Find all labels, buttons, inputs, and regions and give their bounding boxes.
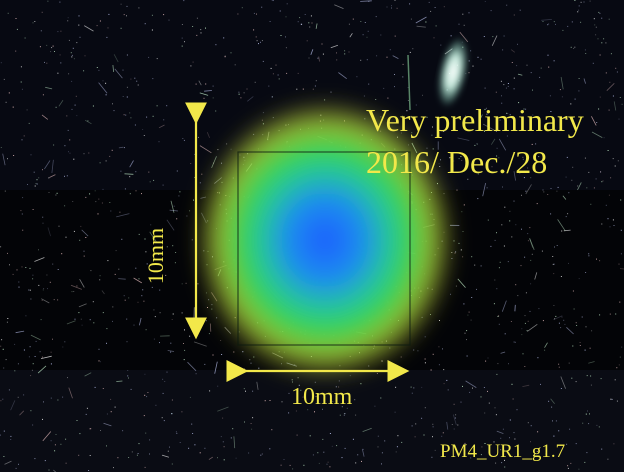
date-annotation: 2016/ Dec./28 (366, 144, 548, 180)
sensor-outline (237, 151, 411, 346)
flare-streak (407, 54, 411, 111)
horizontal-dimension-label: 10mm (291, 384, 353, 410)
lower-band (0, 370, 624, 472)
status-annotation: Very preliminary (366, 102, 584, 138)
vertical-dimension-label: 10mm (143, 227, 168, 285)
beam-spot (195, 100, 455, 380)
bright-flare (437, 36, 469, 108)
image-caption: PM4_UR1_g1.7 (440, 441, 566, 462)
